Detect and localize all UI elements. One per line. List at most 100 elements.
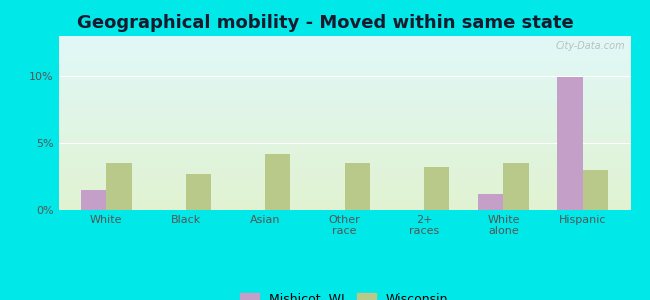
Bar — [58, 167, 630, 168]
Bar — [58, 154, 630, 155]
Bar — [58, 176, 630, 177]
Bar — [344, 163, 370, 210]
Bar — [58, 180, 630, 181]
Bar — [58, 193, 630, 194]
Bar — [58, 152, 630, 153]
Bar — [58, 86, 630, 87]
Bar — [58, 157, 630, 158]
Bar — [58, 64, 630, 65]
Bar — [58, 84, 630, 85]
Bar — [58, 40, 630, 41]
Bar — [58, 59, 630, 60]
Bar — [58, 101, 630, 102]
Bar — [58, 108, 630, 109]
Bar — [81, 190, 106, 210]
Bar — [58, 96, 630, 97]
Bar — [58, 142, 630, 143]
Bar — [58, 201, 630, 202]
Bar — [58, 112, 630, 113]
Bar — [58, 65, 630, 66]
Text: Geographical mobility - Moved within same state: Geographical mobility - Moved within sam… — [77, 14, 573, 32]
Bar — [58, 66, 630, 67]
Text: City-Data.com: City-Data.com — [555, 41, 625, 51]
Bar — [58, 182, 630, 183]
Bar — [58, 37, 630, 38]
Bar — [58, 125, 630, 126]
Bar — [58, 85, 630, 86]
Bar — [58, 170, 630, 171]
Bar — [58, 136, 630, 137]
Bar — [58, 111, 630, 112]
Bar — [58, 204, 630, 205]
Bar — [58, 67, 630, 68]
Bar — [58, 174, 630, 175]
Bar — [58, 98, 630, 99]
Bar — [58, 57, 630, 58]
Bar — [265, 154, 291, 210]
Bar — [58, 177, 630, 178]
Bar — [58, 169, 630, 170]
Bar — [58, 132, 630, 133]
Bar — [58, 76, 630, 77]
Bar — [58, 46, 630, 47]
Bar — [58, 140, 630, 141]
Bar — [58, 77, 630, 78]
Bar — [58, 103, 630, 104]
Bar — [58, 197, 630, 198]
Bar — [58, 47, 630, 48]
Bar — [58, 175, 630, 176]
Bar — [58, 80, 630, 81]
Bar — [58, 72, 630, 73]
Bar — [58, 147, 630, 148]
Bar — [58, 133, 630, 134]
Bar — [58, 158, 630, 159]
Bar — [58, 74, 630, 75]
Bar — [58, 146, 630, 147]
Bar — [58, 119, 630, 120]
Bar — [58, 114, 630, 115]
Bar — [58, 181, 630, 182]
Bar — [58, 102, 630, 103]
Bar — [58, 126, 630, 127]
Bar — [58, 121, 630, 122]
Bar — [58, 79, 630, 80]
Bar — [58, 148, 630, 149]
Bar — [58, 53, 630, 54]
Bar — [58, 45, 630, 46]
Bar — [58, 36, 630, 37]
Bar — [58, 186, 630, 187]
Bar — [58, 92, 630, 93]
Bar — [58, 162, 630, 163]
Bar — [58, 131, 630, 132]
Bar — [58, 120, 630, 121]
Bar — [58, 123, 630, 124]
Bar — [58, 171, 630, 172]
Bar — [58, 62, 630, 63]
Bar — [58, 137, 630, 138]
Bar — [58, 183, 630, 184]
Bar — [58, 39, 630, 40]
Bar — [58, 160, 630, 161]
Bar — [106, 163, 131, 210]
Bar — [58, 97, 630, 98]
Bar — [58, 128, 630, 129]
Bar — [58, 206, 630, 207]
Bar — [58, 61, 630, 62]
Bar — [58, 155, 630, 156]
Bar — [58, 190, 630, 191]
Bar — [58, 179, 630, 180]
Bar — [58, 150, 630, 151]
Bar — [424, 167, 449, 210]
Bar — [58, 89, 630, 90]
Bar — [58, 145, 630, 146]
Bar — [58, 130, 630, 131]
Bar — [58, 144, 630, 145]
Bar — [58, 198, 630, 199]
Bar — [58, 52, 630, 53]
Bar — [58, 49, 630, 50]
Bar — [58, 60, 630, 61]
Bar — [58, 178, 630, 179]
Bar — [58, 44, 630, 45]
Bar — [58, 109, 630, 110]
Bar — [58, 156, 630, 157]
